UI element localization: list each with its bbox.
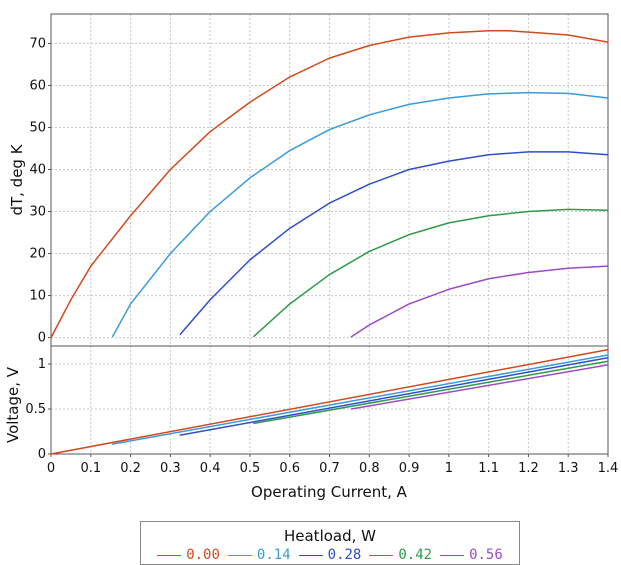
x-tick-label: 0.8 bbox=[359, 461, 380, 476]
x-tick-label: 0.1 bbox=[80, 461, 101, 476]
voltage-series-0-00 bbox=[50, 348, 609, 455]
dt-series-0-42 bbox=[253, 208, 609, 338]
legend-item-0-56: 0.56 bbox=[440, 547, 503, 563]
dt-y-tick-label: 50 bbox=[29, 120, 46, 135]
legend-item-0-00: 0.00 bbox=[157, 547, 220, 563]
legend-title: Heatload, W bbox=[283, 527, 376, 545]
legend-swatch bbox=[440, 554, 465, 556]
voltage-y-tick-label: 0.5 bbox=[25, 402, 46, 417]
dt-y-tick-label: 0 bbox=[38, 331, 46, 346]
dt-y-tick-label: 60 bbox=[29, 78, 46, 93]
x-tick-label: 1 bbox=[445, 461, 453, 476]
dt-panel: 0 10 20 30 40 50 60 70 bbox=[29, 13, 609, 347]
x-tick-label: 0.5 bbox=[240, 461, 261, 476]
voltage-axis-label: Voltage, V bbox=[4, 366, 22, 443]
voltage-series-0-56 bbox=[350, 364, 609, 410]
voltage-series-0-14 bbox=[111, 354, 609, 445]
x-tick-label: 0.7 bbox=[319, 461, 340, 476]
x-tick-label: 1.1 bbox=[478, 461, 499, 476]
voltage-y-tick-label: 0 bbox=[38, 447, 46, 462]
legend-swatch bbox=[157, 554, 182, 556]
legend-swatch bbox=[298, 554, 323, 556]
legend-item-0-28: 0.28 bbox=[298, 547, 362, 563]
voltage-panel: 0 0.5 1 0 0.1 0.2 0.3 0.4 0.5 0.6 0.7 0.8 0.9 1 1.1 1.2… bbox=[25, 345, 619, 476]
dt-y-tick-label: 40 bbox=[29, 162, 46, 177]
legend-items: 0.00 0.14 0.28 0.42 0.56 bbox=[141, 547, 519, 563]
dt-y-tick-label: 20 bbox=[29, 247, 46, 262]
x-tick-label: 1.2 bbox=[518, 461, 539, 476]
dt-series-0-00 bbox=[50, 30, 609, 339]
legend-label: 0.00 bbox=[186, 547, 220, 563]
voltage-y-tick-label: 1 bbox=[38, 357, 46, 372]
dt-y-tick-label: 70 bbox=[29, 36, 46, 51]
legend-label: 0.28 bbox=[327, 547, 362, 563]
legend-item-0-42: 0.42 bbox=[369, 547, 432, 563]
x-tick-label: 0.9 bbox=[399, 461, 420, 476]
dt-series-0-14 bbox=[111, 91, 609, 338]
x-tick-label: 1.4 bbox=[598, 461, 619, 476]
x-tick-label: 1.3 bbox=[558, 461, 579, 476]
dt-y-tick-label: 10 bbox=[29, 289, 46, 304]
x-tick-label: 0.2 bbox=[120, 461, 141, 476]
legend-item-0-14: 0.14 bbox=[227, 547, 291, 563]
legend-label: 0.56 bbox=[469, 547, 503, 563]
legend-label: 0.14 bbox=[256, 547, 291, 563]
x-tick-label: 0.3 bbox=[160, 461, 181, 476]
legend-label: 0.42 bbox=[398, 547, 433, 563]
x-axis-label: Operating Current, A bbox=[251, 483, 408, 501]
voltage-series-0-28 bbox=[179, 356, 609, 436]
dt-axis-label: dT, deg K bbox=[8, 143, 26, 215]
dt-series-0-56 bbox=[350, 265, 609, 338]
dt-series-0-28 bbox=[179, 151, 609, 335]
legend: Heatload, W 0.00 0.14 0.28 0.42 0.56 bbox=[140, 521, 520, 565]
legend-swatch bbox=[227, 554, 252, 556]
x-tick-label: 0 bbox=[47, 461, 55, 476]
x-tick-label: 0.6 bbox=[279, 461, 300, 476]
voltage-series-0-42 bbox=[253, 360, 609, 425]
legend-swatch bbox=[369, 554, 394, 556]
dt-y-tick-label: 30 bbox=[29, 205, 46, 220]
x-tick-label: 0.4 bbox=[200, 461, 221, 476]
